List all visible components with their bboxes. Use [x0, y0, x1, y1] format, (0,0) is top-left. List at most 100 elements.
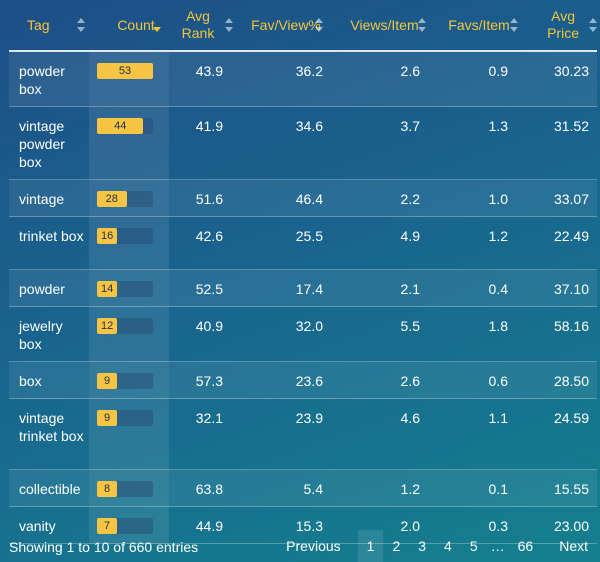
sort-both-icon	[510, 18, 518, 32]
header-avg-rank-line2: Rank	[181, 25, 215, 41]
cell-avg-price: 33.07	[516, 179, 597, 217]
cell-avg-rank: 44.9	[169, 506, 231, 544]
page-1-button[interactable]: 1	[357, 530, 384, 562]
cell-favs-item: 1.3	[428, 106, 516, 180]
cell-views-item: 2.0	[331, 506, 428, 544]
cell-views-item: 3.7	[331, 106, 428, 180]
cell-favs-item: 0.3	[428, 506, 516, 544]
table-row: vintage trinket box 9 32.1 23.9 4.6 1.1 24.59	[9, 398, 597, 470]
table-row: trinket box 16 42.6 25.5 4.9 1.2 22.49	[9, 216, 597, 270]
entries-info: Showing 1 to 10 of 660 entries	[9, 539, 199, 555]
sort-desc-icon	[153, 18, 161, 32]
cell-count: 7	[89, 506, 169, 544]
cell-favs-item: 0.1	[428, 469, 516, 507]
header-avg-rank[interactable]: Avg Rank	[169, 0, 233, 52]
cell-views-item: 2.6	[331, 51, 428, 107]
count-bar: 9	[97, 373, 118, 389]
cell-fav-view: 36.2	[231, 51, 331, 107]
header-tag-label: Tag	[27, 16, 50, 33]
cell-avg-rank: 52.5	[169, 269, 231, 307]
header-avg-price-line1: Avg	[551, 8, 575, 24]
count-bar-track: 53	[97, 63, 153, 79]
table-row: vintage powder box 44 41.9 34.6 3.7 1.3 31.52	[9, 106, 597, 180]
tag-stats-table: Tag Count Avg Rank Fav/View%	[9, 0, 597, 544]
count-bar: 12	[97, 318, 118, 334]
cell-views-item: 4.9	[331, 216, 428, 270]
sort-both-icon	[77, 18, 85, 32]
page-3-button[interactable]: 3	[418, 538, 427, 554]
count-bar-track: 9	[97, 373, 153, 389]
cell-tag: trinket box	[9, 216, 89, 270]
table-row: box 9 57.3 23.6 2.6 0.6 28.50	[9, 361, 597, 399]
table-footer: Showing 1 to 10 of 660 entries Previous …	[9, 530, 597, 562]
page-4-button[interactable]: 4	[444, 538, 452, 554]
cell-avg-price: 22.49	[516, 216, 597, 270]
cell-fav-view: 23.6	[231, 361, 331, 399]
count-bar: 7	[97, 518, 118, 534]
count-bar-track: 44	[97, 118, 153, 134]
sort-both-icon	[315, 18, 323, 32]
cell-fav-view: 25.5	[231, 216, 331, 270]
pagination: Previous 1 2 3 4 5 … 66 Next	[277, 530, 597, 562]
header-avg-rank-line1: Avg	[186, 8, 210, 24]
count-bar: 8	[97, 481, 118, 497]
count-bar-track: 28	[97, 191, 153, 207]
page-2-button[interactable]: 2	[392, 538, 401, 554]
cell-count: 16	[89, 216, 169, 270]
cell-count: 9	[89, 398, 169, 470]
cell-views-item: 2.6	[331, 361, 428, 399]
header-avg-price[interactable]: Avg Price	[516, 0, 597, 52]
table-row: powder 14 52.5 17.4 2.1 0.4 37.10	[9, 269, 597, 307]
cell-avg-rank: 42.6	[169, 216, 231, 270]
page-last-button[interactable]: 66	[517, 538, 534, 554]
cell-views-item: 2.1	[331, 269, 428, 307]
cell-favs-item: 1.2	[428, 216, 516, 270]
tag-stats-table-container: Tag Count Avg Rank Fav/View%	[9, 0, 597, 544]
count-bar: 28	[97, 191, 127, 207]
cell-avg-rank: 32.1	[169, 398, 231, 470]
cell-tag: vintage trinket box	[9, 398, 89, 470]
table-row: vintage 28 51.6 46.4 2.2 1.0 33.07	[9, 179, 597, 217]
header-views-item-label: Views/Item	[350, 16, 419, 33]
header-count[interactable]: Count	[89, 0, 169, 52]
cell-tag: jewelry box	[9, 306, 89, 362]
cell-views-item: 1.2	[331, 469, 428, 507]
table-row: jewelry box 12 40.9 32.0 5.5 1.8 58.16	[9, 306, 597, 362]
count-bar: 44	[97, 118, 144, 134]
cell-avg-price: 58.16	[516, 306, 597, 362]
cell-favs-item: 1.1	[428, 398, 516, 470]
cell-tag: vintage	[9, 179, 89, 217]
header-tag[interactable]: Tag	[9, 0, 89, 52]
cell-count: 44	[89, 106, 169, 180]
cell-count: 8	[89, 469, 169, 507]
cell-avg-rank: 51.6	[169, 179, 231, 217]
cell-favs-item: 0.4	[428, 269, 516, 307]
cell-tag: vintage powder box	[9, 106, 89, 180]
cell-count: 28	[89, 179, 169, 217]
cell-avg-price: 28.50	[516, 361, 597, 399]
cell-avg-price: 24.59	[516, 398, 597, 470]
header-avg-price-line2: Price	[547, 25, 579, 41]
count-bar-track: 8	[97, 481, 153, 497]
page-5-button[interactable]: 5	[469, 538, 478, 554]
cell-favs-item: 1.8	[428, 306, 516, 362]
cell-fav-view: 5.4	[231, 469, 331, 507]
cell-favs-item: 1.0	[428, 179, 516, 217]
next-button[interactable]: Next	[559, 538, 588, 554]
table-row: vanity 7 44.9 15.3 2.0 0.3 23.00	[9, 506, 597, 544]
header-fav-view[interactable]: Fav/View%	[231, 0, 331, 52]
cell-fav-view: 15.3	[231, 506, 331, 544]
cell-fav-view: 46.4	[231, 179, 331, 217]
cell-tag: box	[9, 361, 89, 399]
cell-avg-price: 37.10	[516, 269, 597, 307]
sort-both-icon	[589, 18, 597, 32]
count-bar-track: 12	[97, 318, 153, 334]
cell-views-item: 2.2	[331, 179, 428, 217]
count-bar-track: 7	[97, 518, 153, 534]
cell-avg-price: 23.00	[516, 506, 597, 544]
cell-fav-view: 34.6	[231, 106, 331, 180]
header-favs-item[interactable]: Favs/Item	[428, 0, 518, 52]
cell-avg-rank: 63.8	[169, 469, 231, 507]
header-views-item[interactable]: Views/Item	[331, 0, 428, 52]
previous-button[interactable]: Previous	[286, 538, 341, 554]
